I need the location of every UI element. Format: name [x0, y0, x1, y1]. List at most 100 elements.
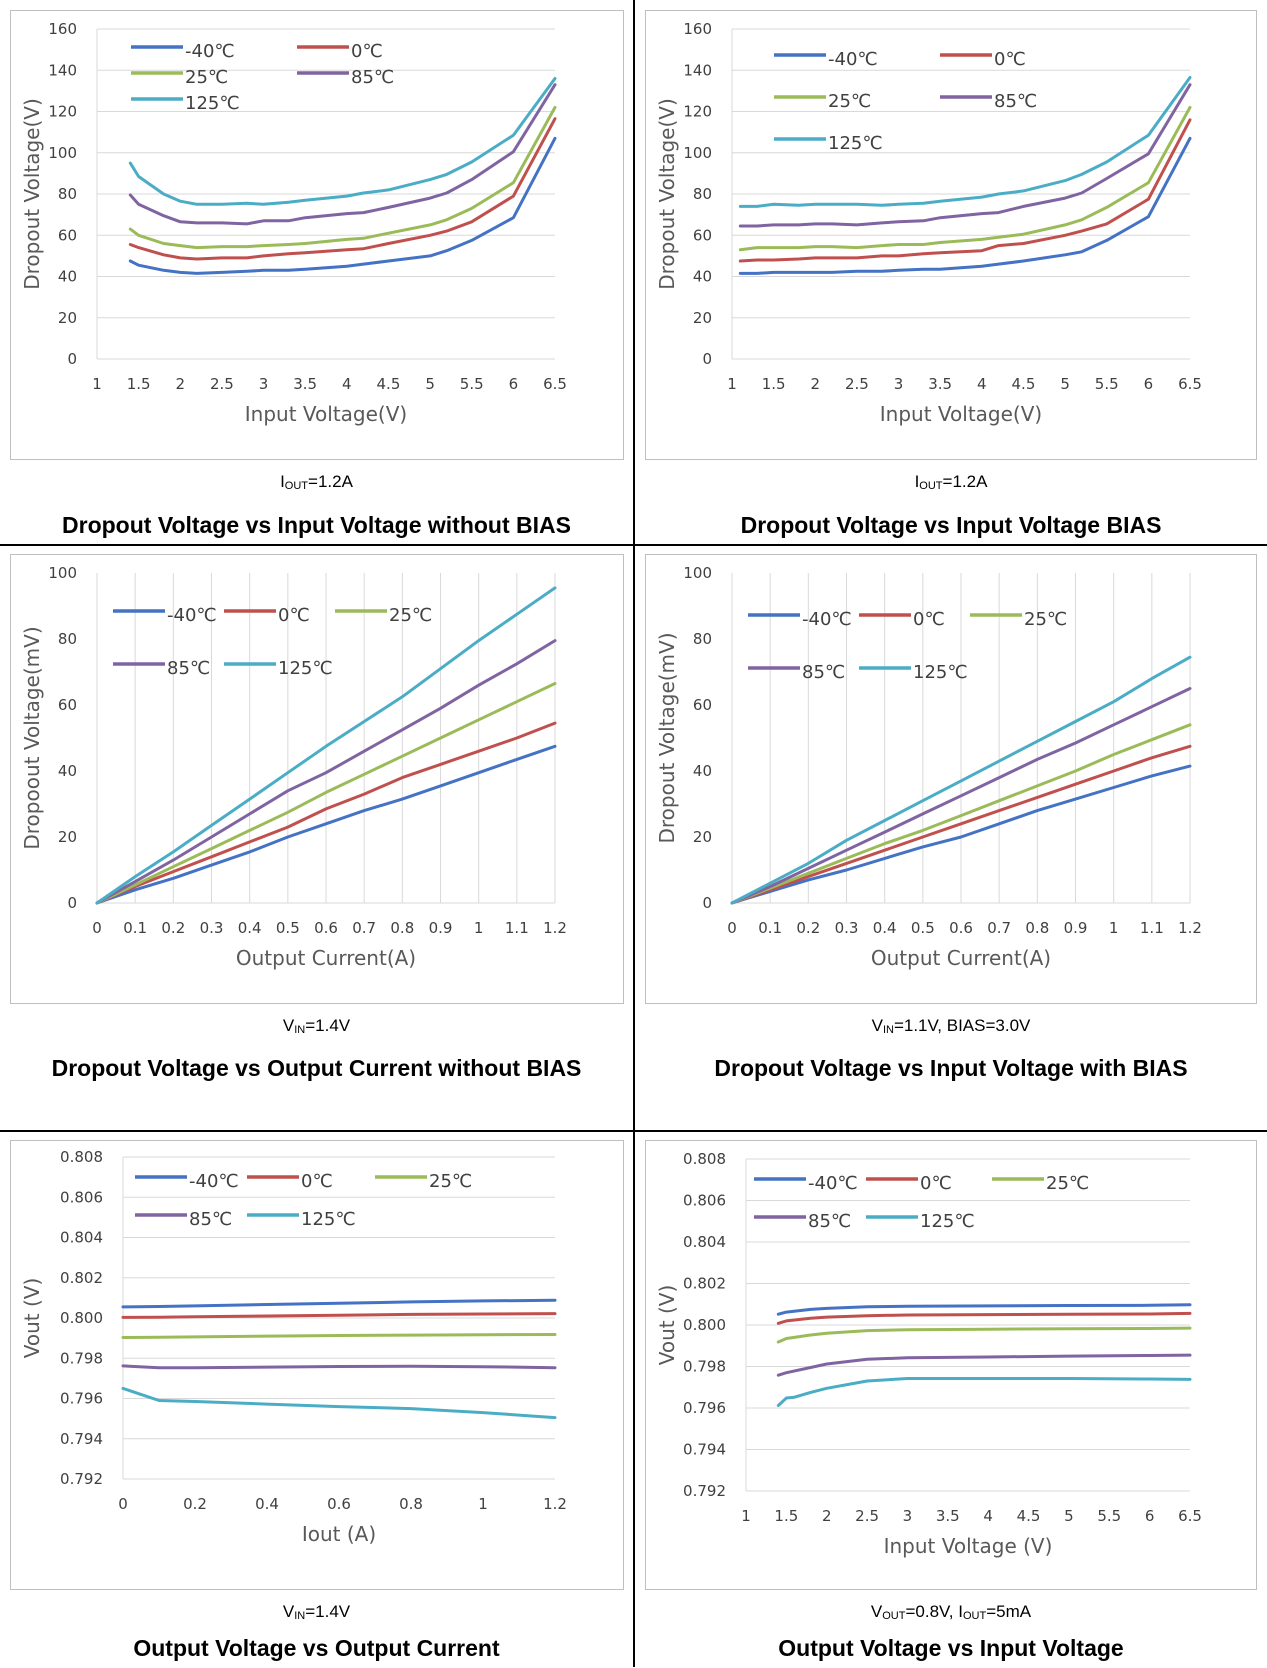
legend-label: 85℃: [802, 662, 845, 683]
x-tick-label: 2: [175, 375, 185, 393]
legend-label: -40℃: [189, 1171, 239, 1192]
row-divider-2: [0, 1130, 1267, 1132]
y-axis-title: Dropout Voltage(V): [20, 98, 44, 290]
x-axis-title: Input Voltage(V): [245, 402, 407, 426]
series-line: [738, 83, 1192, 228]
test-condition: VIN=1.4V: [282, 1016, 351, 1036]
x-tick-label: 5: [425, 375, 435, 393]
x-tick-label: 0.5: [911, 919, 935, 937]
series-line: [776, 1311, 1192, 1325]
series-line: [776, 1326, 1192, 1344]
x-tick-label: 1.2: [543, 1495, 567, 1513]
y-tick-label: 60: [58, 226, 77, 244]
x-tick-label: 0.2: [183, 1495, 207, 1513]
x-tick-label: 4: [983, 1507, 993, 1525]
series-line: [128, 77, 557, 206]
series-line: [730, 744, 1192, 905]
legend-label: 125℃: [920, 1211, 975, 1232]
x-tick-label: 4: [342, 375, 352, 393]
x-tick-label: 0: [727, 919, 737, 937]
x-tick-label: 0.5: [276, 919, 300, 937]
test-condition: VOUT=0.8V, IOUT=5mA: [870, 1602, 1032, 1622]
legend-label: -40℃: [185, 41, 235, 62]
x-tick-label: 1: [474, 919, 484, 937]
x-tick-label: 3: [903, 1507, 913, 1525]
x-tick-label: 0.2: [161, 919, 185, 937]
x-tick-label: 0.9: [1064, 919, 1088, 937]
y-tick-label: 0.794: [683, 1441, 726, 1459]
x-axis-title: Input Voltage (V): [884, 1534, 1053, 1558]
series-line: [121, 1298, 557, 1309]
x-tick-label: 0.6: [949, 919, 973, 937]
legend-label: 85℃: [351, 67, 394, 88]
test-condition: VIN=1.4V: [282, 1602, 351, 1622]
series-line: [128, 136, 557, 275]
x-tick-label: 0.7: [352, 919, 376, 937]
x-tick-label: 6.5: [1178, 375, 1202, 393]
series-line: [776, 1303, 1192, 1316]
y-tick-label: 80: [58, 185, 77, 203]
series-line: [128, 83, 557, 226]
x-tick-label: 1: [727, 375, 737, 393]
y-tick-label: 0.806: [60, 1188, 103, 1206]
legend-label: 25℃: [389, 605, 432, 626]
y-axis-title: Vout (V): [20, 1278, 44, 1359]
series-line: [128, 117, 557, 261]
x-tick-label: 0.4: [873, 919, 897, 937]
series-line: [95, 721, 557, 905]
x-tick-label: 6.5: [1178, 1507, 1202, 1525]
series-line: [730, 687, 1192, 905]
chart-frame: 0 20 40 60 80 100 120 140 160 1 1.5 2 2.5 3 3.5 4 4.5 5 5.…: [10, 10, 624, 460]
y-tick-label: 0.802: [683, 1275, 726, 1293]
y-tick-label: 20: [693, 828, 712, 846]
series-line: [121, 1386, 557, 1420]
panel-dropout-vs-iout-bias: 0 20 40 60 80 100 0 0.1 0.2 0.3 0.4 0.5 0.6 0.7 0.8 0.9…: [635, 546, 1267, 1130]
series-line: [121, 1364, 557, 1370]
x-tick-label: 1: [92, 375, 102, 393]
figure-caption: Output Voltage vs Output Current: [133, 1635, 500, 1661]
x-tick-label: 5.5: [1095, 375, 1119, 393]
legend-label: 0℃: [994, 49, 1026, 70]
y-tick-label: 100: [48, 564, 77, 582]
chart-dropout-vs-iout-no-bias: 0 20 40 60 80 100 0 0.1 0.2 0.3 0.4 0.5 0.6 0.7 0.8 0.9…: [20, 564, 567, 970]
x-tick-label: 2: [822, 1507, 832, 1525]
x-tick-label: 5.5: [460, 375, 484, 393]
series-line: [738, 76, 1192, 208]
chart-frame: 0 20 40 60 80 100 0 0.1 0.2 0.3 0.4 0.5 0.6 0.7 0.8 0.9…: [10, 554, 624, 1004]
y-tick-label: 40: [693, 762, 712, 780]
legend-label: 0℃: [913, 609, 945, 630]
y-tick-label: 160: [48, 20, 77, 38]
x-tick-label: 1.5: [762, 375, 786, 393]
test-condition: VIN=1.1V, BIAS=3.0V: [871, 1016, 1031, 1036]
y-tick-label: 0.808: [60, 1148, 103, 1166]
x-tick-label: 0.3: [835, 919, 859, 937]
y-tick-label: 60: [693, 226, 712, 244]
y-tick-label: 0.808: [683, 1150, 726, 1168]
x-tick-label: 2.5: [845, 375, 869, 393]
x-tick-label: 6: [1145, 1507, 1155, 1525]
y-tick-label: 140: [48, 61, 77, 79]
y-tick-label: 0.800: [60, 1309, 103, 1327]
x-tick-label: 0: [92, 919, 102, 937]
x-tick-label: 1: [478, 1495, 488, 1513]
series-line: [730, 655, 1192, 905]
y-tick-label: 0.798: [60, 1349, 103, 1367]
x-tick-label: 6.5: [543, 375, 567, 393]
x-tick-label: 0.4: [255, 1495, 279, 1513]
chart-vout-vs-iout: 0.792 0.794 0.796 0.798 0.800 0.802 0.804 0.806…: [20, 1148, 567, 1546]
chart-frame: 0 20 40 60 80 100 0 0.1 0.2 0.3 0.4 0.5 0.6 0.7 0.8 0.9…: [645, 554, 1257, 1004]
x-tick-label: 3.5: [936, 1507, 960, 1525]
panel-vout-vs-vin: 0.792 0.794 0.796 0.798 0.800 0.802 0.804 0.806…: [635, 1132, 1267, 1667]
legend-label: 0℃: [351, 41, 383, 62]
row-divider-1: [0, 544, 1267, 546]
x-tick-label: 3.5: [293, 375, 317, 393]
y-tick-label: 120: [48, 103, 77, 121]
y-tick-label: 0.792: [683, 1482, 726, 1500]
x-tick-label: 1.2: [543, 919, 567, 937]
y-tick-label: 0.796: [683, 1399, 726, 1417]
x-tick-label: 1: [1109, 919, 1119, 937]
x-tick-label: 4: [977, 375, 987, 393]
legend-label: 0℃: [920, 1173, 952, 1194]
column-divider: [633, 0, 635, 1667]
x-tick-label: 0.8: [1025, 919, 1049, 937]
